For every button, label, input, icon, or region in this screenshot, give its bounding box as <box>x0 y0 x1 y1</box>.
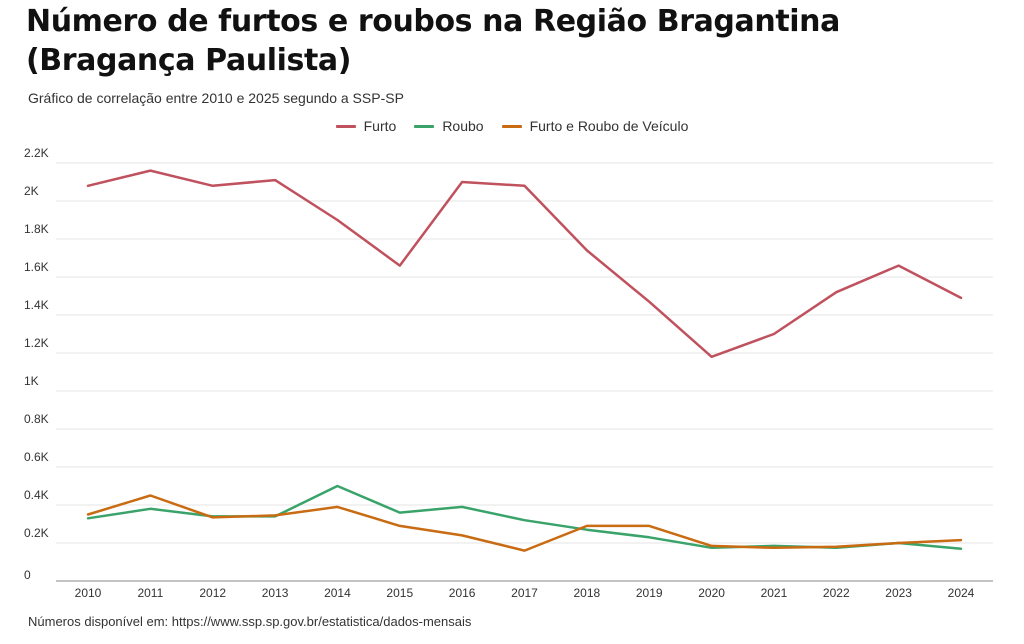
x-tick-label: 2024 <box>948 586 975 600</box>
x-tick-label: 2013 <box>262 586 289 600</box>
series-line-2 <box>86 494 963 552</box>
x-tick-label: 2019 <box>636 586 663 600</box>
chart-legend: Furto Roubo Furto e Roubo de Veículo <box>0 118 1024 134</box>
legend-swatch <box>335 124 356 128</box>
y-tick-label: 1.6K <box>24 260 49 274</box>
x-axis-ticks: 2010 2011 2012 2013 2014 2015 2016 2017 2018 2019… <box>75 586 975 600</box>
y-tick-label: 2.2K <box>24 146 49 160</box>
y-tick-label: 0.2K <box>24 526 49 540</box>
chart-subtitle: Gráfico de correlação entre 2010 e 2025 … <box>28 90 404 106</box>
legend-label: Furto <box>363 118 397 134</box>
legend-item-0: Furto <box>335 118 397 134</box>
series-line-0 <box>86 169 963 359</box>
x-tick-label: 2020 <box>698 586 725 600</box>
x-tick-label: 2014 <box>324 586 351 600</box>
x-tick-label: 2023 <box>885 586 912 600</box>
x-tick-label: 2015 <box>386 586 413 600</box>
y-tick-label: 0.4K <box>24 488 49 502</box>
legend-label: Furto e Roubo de Veículo <box>529 118 689 134</box>
x-tick-label: 2022 <box>823 586 850 600</box>
x-tick-label: 2010 <box>75 586 102 600</box>
x-tick-label: 2018 <box>574 586 601 600</box>
y-axis-ticks: 0 0.2K 0.4K 0.6K 0.8K 1K 1.2K 1.4K 1.6K 1.8K 2K 2.2… <box>24 146 49 582</box>
y-tick-label: 0.6K <box>24 450 49 464</box>
legend-swatch <box>414 124 435 128</box>
series-lines <box>86 169 963 552</box>
legend-item-1: Roubo <box>414 118 484 134</box>
x-tick-label: 2021 <box>761 586 788 600</box>
x-tick-label: 2012 <box>199 586 226 600</box>
x-tick-label: 2016 <box>449 586 476 600</box>
y-tick-label: 1K <box>24 374 39 388</box>
line-chart: 0 0.2K 0.4K 0.6K 0.8K 1K 1.2K 1.4K 1.6K 1.8K 2K 2.2… <box>24 146 993 600</box>
legend-swatch <box>501 124 522 128</box>
y-tick-label: 1.2K <box>24 336 49 350</box>
chart-title: Número de furtos e roubos na Região Brag… <box>26 4 840 78</box>
grid-lines <box>56 162 993 582</box>
legend-label: Roubo <box>442 118 484 134</box>
x-tick-label: 2011 <box>137 586 163 600</box>
y-tick-label: 0.8K <box>24 412 49 426</box>
legend-item-2: Furto e Roubo de Veículo <box>501 118 689 134</box>
y-tick-label: 0 <box>24 568 31 582</box>
x-tick-label: 2017 <box>511 586 538 600</box>
y-tick-label: 2K <box>24 184 39 198</box>
y-tick-label: 1.8K <box>24 222 49 236</box>
source-note: Números disponível em: https://www.ssp.s… <box>28 614 472 629</box>
y-tick-label: 1.4K <box>24 298 49 312</box>
